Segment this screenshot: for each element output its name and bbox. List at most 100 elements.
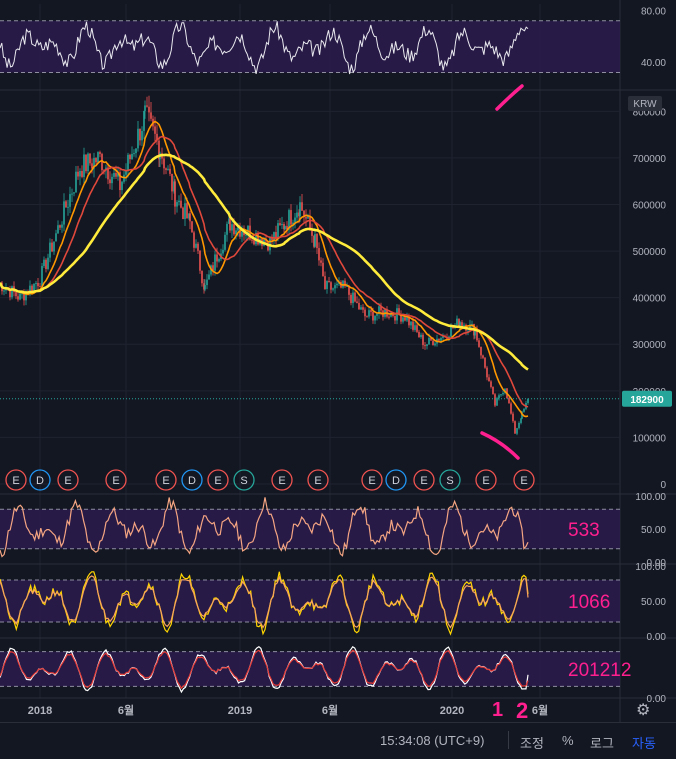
- event-marker-label: E: [64, 475, 71, 487]
- candle-body: [498, 395, 500, 399]
- x-tick-label: 6월: [118, 703, 134, 717]
- candle-body: [109, 179, 111, 184]
- moving-average-1: [0, 135, 529, 408]
- currency-badge[interactable]: [628, 96, 662, 111]
- candle-body: [233, 224, 235, 235]
- settings-gear-icon[interactable]: ⚙: [636, 702, 651, 719]
- event-marker-d[interactable]: [181, 469, 203, 491]
- auto-toggle[interactable]: 자동: [632, 736, 656, 751]
- event-marker-e[interactable]: [475, 469, 497, 491]
- event-marker-e[interactable]: [413, 469, 435, 491]
- candle-body: [131, 153, 133, 160]
- candle-body: [83, 154, 85, 177]
- event-marker-label: E: [368, 475, 375, 487]
- candle-body: [336, 283, 338, 286]
- candle-body: [488, 377, 490, 382]
- event-marker-s[interactable]: [233, 469, 255, 491]
- y-tick-label: 0.00: [647, 632, 667, 643]
- event-marker-label: E: [162, 475, 169, 487]
- candle-body: [334, 285, 336, 289]
- candle-body: [398, 308, 400, 315]
- event-marker-d[interactable]: [385, 469, 407, 491]
- event-marker-e[interactable]: [207, 469, 229, 491]
- event-marker-e[interactable]: [361, 469, 383, 491]
- candle-body: [380, 306, 382, 311]
- candle-body: [75, 171, 77, 193]
- candle-body: [73, 192, 75, 194]
- candle-body: [150, 112, 152, 119]
- candle-body: [406, 317, 408, 321]
- candle-body: [214, 254, 216, 271]
- adjust-toggle[interactable]: 조정: [520, 736, 544, 751]
- event-marker-e[interactable]: [155, 469, 177, 491]
- event-marker-e[interactable]: [5, 469, 27, 491]
- candle-body: [186, 203, 188, 219]
- candle-body: [201, 270, 203, 284]
- candle-body: [342, 280, 344, 288]
- candle-body: [107, 167, 109, 180]
- candle-body: [490, 381, 492, 387]
- annotation-stroke-up: [495, 84, 524, 111]
- x-tick-label: 2019: [228, 705, 252, 717]
- candle-body: [137, 128, 139, 149]
- x-tick-label: 6월: [532, 703, 548, 717]
- candle-body: [61, 224, 63, 228]
- candle-body: [9, 289, 11, 298]
- candle-body: [388, 316, 390, 318]
- series-line-osc2-1: [0, 575, 529, 629]
- candle-body: [492, 386, 494, 395]
- status-bar: 15:34:08 (UTC+9) 조정 % 로그 자동: [0, 722, 676, 759]
- candle-body: [251, 239, 253, 241]
- event-marker-label: E: [214, 475, 221, 487]
- x-tick-label: 2020: [440, 705, 464, 717]
- candle-body: [257, 232, 259, 245]
- candle-body: [95, 158, 97, 163]
- event-marker-e[interactable]: [57, 469, 79, 491]
- event-marker-s[interactable]: [439, 469, 461, 491]
- last-price-badge: [622, 390, 672, 407]
- candle-body: [43, 259, 45, 267]
- candle-body: [99, 152, 101, 154]
- log-toggle[interactable]: 로그: [590, 736, 614, 751]
- event-marker-e[interactable]: [271, 469, 293, 491]
- y-tick-label: 500000: [633, 247, 667, 258]
- candle-body: [461, 322, 463, 326]
- candle-body: [360, 307, 362, 310]
- event-marker-d[interactable]: [29, 469, 51, 491]
- candle-body: [51, 242, 53, 252]
- candle-body: [372, 311, 374, 321]
- candle-body: [527, 398, 529, 403]
- y-tick-label: 300000: [633, 340, 667, 351]
- candle-body: [117, 172, 119, 177]
- event-marker-e[interactable]: [513, 469, 535, 491]
- candle-body: [216, 254, 218, 262]
- last-price-label: 182900: [630, 395, 664, 406]
- percent-toggle[interactable]: %: [562, 733, 574, 748]
- candle-body: [199, 250, 201, 271]
- event-marker-e[interactable]: [105, 469, 127, 491]
- candle-body: [420, 334, 422, 338]
- y-tick-label: 0.00: [647, 558, 667, 569]
- candle-body: [121, 181, 123, 191]
- candle-body: [332, 288, 334, 290]
- candle-body: [292, 222, 294, 225]
- candle-body: [416, 325, 418, 332]
- candle-body: [85, 154, 87, 172]
- event-marker-e[interactable]: [307, 469, 329, 491]
- candle-body: [184, 203, 186, 220]
- candle-body: [273, 232, 275, 241]
- candle-body: [11, 286, 13, 298]
- candle-body: [434, 343, 436, 346]
- candle-body: [480, 346, 482, 356]
- candle-body: [163, 158, 165, 169]
- y-tick-label: 100.00: [635, 492, 666, 503]
- candle-body: [71, 193, 73, 195]
- candle-body: [243, 231, 245, 236]
- candle-body: [283, 223, 285, 230]
- candle-body: [392, 312, 394, 317]
- candle-body: [29, 285, 31, 295]
- candle-body: [35, 282, 37, 284]
- candle-body: [281, 223, 283, 225]
- candle-body: [450, 326, 452, 337]
